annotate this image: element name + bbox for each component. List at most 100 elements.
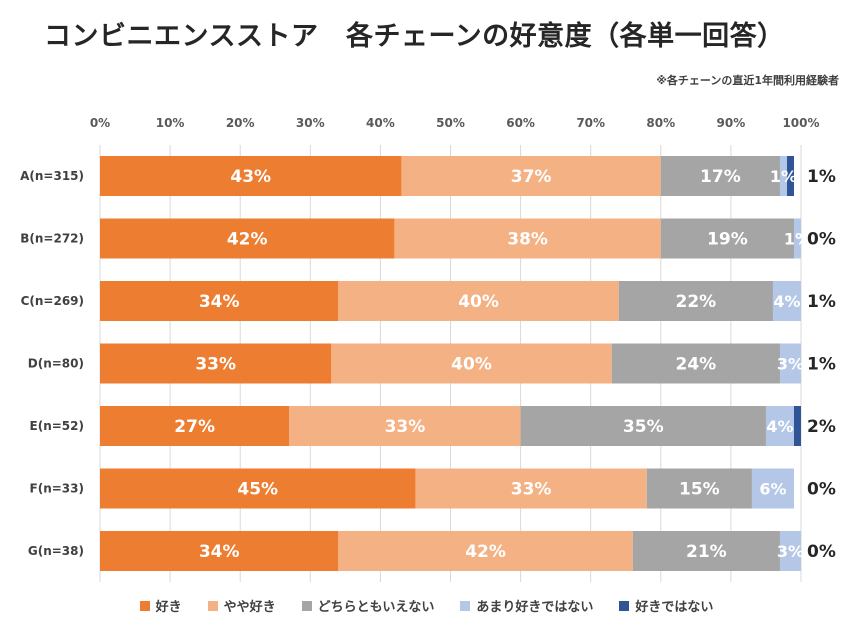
- legend-label: 好き: [155, 600, 182, 615]
- data-label: 1%: [807, 292, 836, 312]
- bar-segment: [338, 281, 619, 321]
- data-label: 34%: [199, 292, 240, 312]
- data-label: 1%: [784, 230, 811, 249]
- bar-segment: [772, 281, 801, 321]
- bar-segment: [793, 218, 801, 259]
- data-label: 42%: [465, 542, 506, 562]
- legend-item: やや好き: [207, 596, 276, 615]
- category-label: D(n=80): [28, 357, 84, 371]
- legend-item: どちらともいえない: [301, 596, 435, 615]
- legend: 好き やや好き どちらともいえない あまり好きではない 好きではない: [0, 596, 853, 615]
- data-label: 43%: [230, 167, 271, 187]
- category-label: E(n=52): [30, 419, 84, 433]
- bar-segment: [100, 343, 332, 384]
- bar-segment: [331, 343, 612, 384]
- data-label: 27%: [174, 417, 215, 437]
- data-label: 45%: [237, 480, 278, 500]
- bar-segment: [786, 156, 794, 196]
- data-label: 1%: [807, 167, 836, 187]
- data-label: 33%: [195, 355, 236, 375]
- x-tick-label: 90%: [717, 116, 746, 130]
- chart-title: コンビニエンスストア 各チェーンの好意度（各単一回答）: [44, 21, 785, 52]
- data-label: 37%: [511, 167, 552, 187]
- legend-item: 好きではない: [619, 596, 713, 615]
- bar-segment: [660, 218, 794, 259]
- category-label: B(n=272): [20, 232, 84, 246]
- data-label: 17%: [700, 167, 741, 187]
- data-label: 3%: [777, 355, 804, 374]
- data-label: 6%: [759, 480, 786, 499]
- data-label: 0%: [807, 542, 836, 562]
- x-tick-label: 40%: [366, 116, 395, 130]
- chart-note: ※各チェーンの直近1年間利用経験者: [656, 74, 839, 87]
- data-label: 19%: [707, 230, 748, 250]
- data-label: 40%: [451, 355, 492, 375]
- data-label: 15%: [679, 480, 720, 500]
- x-tick-label: 30%: [296, 116, 325, 130]
- bars: [100, 156, 801, 571]
- data-label: 33%: [385, 417, 426, 437]
- bar-segment: [100, 531, 339, 571]
- legend-label: 好きではない: [635, 600, 714, 615]
- bar-segment: [100, 281, 339, 321]
- legend-swatch: [139, 600, 150, 611]
- bar-segment: [401, 156, 661, 196]
- legend-swatch: [301, 600, 312, 611]
- legend-swatch: [207, 600, 218, 611]
- bar-segment: [611, 343, 780, 384]
- data-label: 40%: [458, 292, 499, 312]
- data-label: 42%: [227, 230, 268, 250]
- category-label: A(n=315): [20, 169, 84, 183]
- x-tick-label: 10%: [156, 116, 185, 130]
- category-label: G(n=38): [28, 544, 84, 558]
- bar-segment: [289, 406, 521, 446]
- x-tick-label: 70%: [576, 116, 605, 130]
- category-labels: A(n=315) B(n=272) C(n=269) D(n=80) E(n=52) F(…: [20, 169, 84, 558]
- bar-segment: [520, 406, 766, 446]
- bar-segment: [618, 281, 773, 321]
- data-labels: 43% 37% 17% 1% 1%42% 38% 19% 1%0%34% 40% 22% 4% 1%3…: [174, 167, 836, 562]
- data-label: 21%: [686, 542, 727, 562]
- legend-label: やや好き: [223, 600, 276, 615]
- x-tick-label: 0%: [90, 116, 110, 130]
- legend-swatch: [460, 600, 471, 611]
- x-axis-ticks: 0% 10% 20% 30% 40% 50% 60% 70% 80% 90% 100%: [90, 116, 820, 130]
- data-label: 2%: [807, 417, 836, 437]
- bar-segment: [765, 406, 794, 446]
- legend-label: どちらともいえない: [317, 600, 435, 615]
- x-tick-label: 20%: [226, 116, 255, 130]
- data-label: 1%: [807, 355, 836, 375]
- bar-segment: [394, 218, 661, 259]
- x-tick-label: 100%: [782, 116, 819, 130]
- data-label: 38%: [507, 230, 548, 250]
- bar-segment: [751, 468, 794, 509]
- bar-segment: [793, 406, 801, 446]
- data-label: 33%: [511, 480, 552, 500]
- data-label: 4%: [766, 417, 793, 436]
- data-label: 0%: [807, 230, 836, 250]
- bar-segment: [779, 531, 801, 571]
- bar-segment: [100, 406, 290, 446]
- bar-segment: [646, 468, 752, 509]
- data-label: 34%: [199, 542, 240, 562]
- legend-swatch: [619, 600, 630, 611]
- x-tick-label: 80%: [646, 116, 675, 130]
- bar-segment: [100, 156, 402, 196]
- x-tick-label: 50%: [436, 116, 465, 130]
- data-label: 0%: [807, 480, 836, 500]
- category-label: C(n=269): [21, 294, 84, 308]
- bar-segment: [779, 343, 801, 384]
- category-label: F(n=33): [30, 482, 84, 496]
- legend-item: あまり好きではない: [460, 596, 593, 615]
- bar-segment: [660, 156, 780, 196]
- bar-segment: [632, 531, 780, 571]
- data-label: 24%: [675, 355, 716, 375]
- data-label: 1%: [770, 167, 797, 186]
- bar-segment: [100, 468, 416, 509]
- data-label: 35%: [623, 417, 664, 437]
- legend-label: あまり好きではない: [476, 600, 594, 615]
- data-label: 4%: [773, 292, 800, 311]
- x-tick-label: 60%: [506, 116, 535, 130]
- data-label: 22%: [675, 292, 716, 312]
